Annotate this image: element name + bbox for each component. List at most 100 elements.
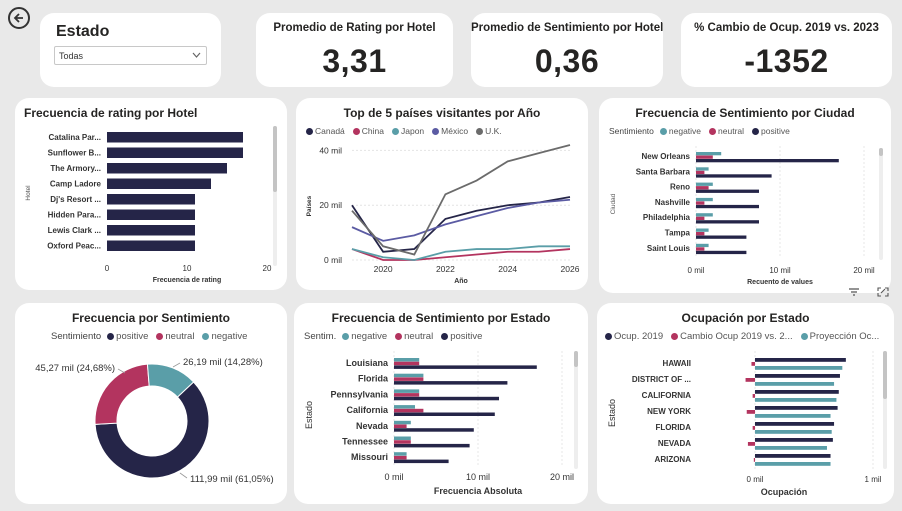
leader-line	[117, 368, 126, 374]
legend-item[interactable]: neutral	[156, 331, 194, 342]
scrollbar-thumb	[883, 351, 887, 399]
legend-text: México	[441, 126, 469, 136]
legend-item[interactable]: Japon	[392, 126, 424, 136]
legend-item[interactable]: negative	[202, 331, 247, 342]
donut-slice	[146, 363, 195, 398]
legend-item[interactable]: positive	[441, 331, 482, 342]
bar-negative	[394, 405, 415, 409]
back-button[interactable]	[8, 7, 30, 29]
legend-dot	[352, 127, 360, 135]
category-label: Florida	[358, 374, 389, 384]
bar-ocup-2019	[755, 438, 833, 442]
category-label: Tennessee	[342, 437, 388, 447]
legend-item[interactable]: neutral	[395, 331, 433, 342]
legend-item[interactable]: positive	[752, 126, 790, 136]
legend-item[interactable]: positive	[107, 331, 148, 342]
chart-title: Frecuencia de Sentimiento por Estado	[331, 311, 551, 325]
legend-item[interactable]: China	[352, 126, 384, 136]
category-label: Nevada	[356, 421, 389, 431]
x-tick-label: 10 mil	[466, 472, 490, 482]
donut-legend: Sentimiento positive neutral negative	[51, 331, 251, 342]
legend-dot	[107, 333, 115, 340]
category-label: Louisiana	[346, 358, 389, 368]
chart-title: Frecuencia por Sentimiento	[71, 311, 231, 325]
bar-positive	[696, 159, 839, 163]
bar-negative	[696, 152, 722, 156]
bar-neutral	[696, 155, 713, 159]
legend-item[interactable]: negative	[659, 126, 701, 136]
legend-item[interactable]: Cambio Ocup 2019 vs. 2...	[671, 331, 793, 342]
line-legend: Canadá China Japon México U.K.	[306, 126, 506, 136]
y-axis-title: Hotel	[25, 185, 32, 201]
category-label: CALIFORNIA	[642, 391, 692, 400]
x-tick-label: 2022	[436, 264, 455, 274]
sent-city-chart: 0 mil 10 mil 20 mil New Orleans Santa Barbar…	[610, 146, 883, 286]
y-axis-title: Ciudad	[610, 193, 617, 214]
legend-dot	[306, 127, 313, 135]
bar-ocup-2019	[755, 358, 846, 362]
leader-line	[179, 472, 188, 479]
legend-item[interactable]: neutral	[709, 126, 744, 136]
legend-item[interactable]: Canadá	[306, 126, 345, 136]
bar-proyeccion	[755, 398, 837, 402]
legend-item[interactable]: negative	[342, 331, 387, 342]
x-tick-label: 20 mil	[550, 472, 574, 482]
category-label: Oxford Peac...	[47, 242, 101, 251]
bar-positive	[394, 381, 508, 385]
legend-label: Sentim.	[304, 331, 337, 342]
bar-cambio	[753, 458, 755, 462]
legend-text: U.K.	[485, 126, 502, 136]
sent-state-card: Frecuencia de Sentimiento por Estado Sen…	[294, 303, 588, 504]
bar-ocup-2019	[755, 454, 831, 458]
legend-item[interactable]: Proyección Oc...	[800, 331, 879, 342]
donut-slice	[94, 381, 210, 479]
bar-positive	[696, 235, 747, 239]
bar-neutral	[696, 186, 709, 190]
legend-text: China	[361, 126, 384, 136]
bar-cambio	[745, 378, 755, 382]
x-axis-title: Ocupación	[761, 487, 808, 497]
focus-mode-icon[interactable]	[876, 285, 890, 297]
bar-proyeccion	[755, 446, 827, 450]
y-tick-label: 0 mil	[324, 255, 342, 265]
y-tick-label: 20 mil	[319, 200, 342, 210]
series-line	[351, 198, 571, 242]
kpi-value: 3,31	[322, 43, 387, 79]
legend-item[interactable]: Ocup. 2019	[605, 331, 663, 342]
bar-neutral	[696, 170, 705, 175]
legend-item[interactable]: México	[432, 126, 468, 136]
legend-text: negative	[351, 331, 388, 342]
category-label: ARIZONA	[655, 455, 692, 464]
x-axis-title: Recuento de values	[747, 279, 813, 286]
slice-label: 26,19 mil (14,28%)	[183, 357, 263, 368]
scrollbar-track	[879, 148, 883, 260]
chart-title: Top de 5 países visitantes por Año	[343, 106, 541, 120]
bar-proyeccion	[755, 382, 835, 386]
bar-positive	[696, 204, 759, 209]
bar-neutral	[696, 201, 705, 205]
category-label: Dj's Resort ...	[50, 195, 101, 204]
filter-icon[interactable]	[847, 285, 861, 297]
y-axis-title: Estado	[607, 399, 617, 427]
legend-text: neutral	[404, 331, 434, 342]
line-chart: 0 mil 20 mil 40 mil 2020 2022 2024 2026 Año País…	[306, 144, 580, 285]
bar-neutral	[394, 377, 424, 381]
bar-cambio	[752, 426, 755, 430]
bar-ocup-2019	[755, 374, 840, 378]
bar-proyeccion	[755, 366, 843, 370]
category-label: NEVADA	[658, 439, 691, 448]
bar	[107, 209, 195, 220]
chart-title: Frecuencia de rating por Hotel	[24, 106, 198, 120]
ocup-legend: Ocup. 2019 Cambio Ocup 2019 vs. 2... Proye…	[605, 331, 883, 342]
legend-text: positive	[761, 126, 790, 136]
estado-dropdown[interactable]: Todas	[54, 46, 207, 65]
ocup-chart: 0 mil 1 mil HAWAII DISTRICT OF ... CALIFORNI…	[607, 351, 887, 497]
ocup-card: Ocupación por Estado Ocup. 2019 Cambio Oc…	[597, 303, 894, 504]
legend-item[interactable]: U.K.	[476, 126, 502, 136]
category-label: Missouri	[351, 452, 388, 462]
category-label: Lewis Clark ...	[48, 226, 101, 235]
bar-negative	[696, 197, 713, 202]
series-line	[351, 245, 570, 261]
category-label: New Orleans	[642, 152, 691, 161]
x-tick-label: 20	[263, 264, 272, 273]
